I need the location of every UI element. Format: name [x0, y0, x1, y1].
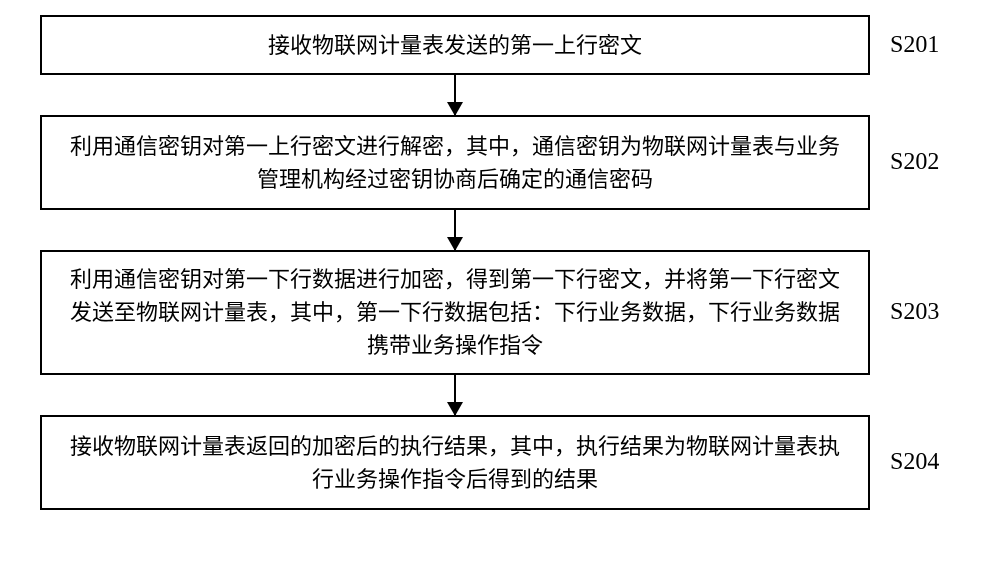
step-label-2: S202	[890, 149, 939, 176]
step-box-2: 利用通信密钥对第一上行密文进行解密，其中，通信密钥为物联网计量表与业务管理机构经…	[40, 115, 870, 210]
step-text: 接收物联网计量表返回的加密后的执行结果，其中，执行结果为物联网计量表执行业务操作…	[62, 430, 848, 496]
step-label-3: S203	[890, 299, 939, 326]
step-text: 利用通信密钥对第一下行数据进行加密，得到第一下行密文，并将第一下行密文发送至物联…	[62, 263, 848, 362]
step-box-1: 接收物联网计量表发送的第一上行密文	[40, 15, 870, 75]
step-text: 利用通信密钥对第一上行密文进行解密，其中，通信密钥为物联网计量表与业务管理机构经…	[62, 130, 848, 196]
step-box-4: 接收物联网计量表返回的加密后的执行结果，其中，执行结果为物联网计量表执行业务操作…	[40, 415, 870, 510]
step-row-4: 接收物联网计量表返回的加密后的执行结果，其中，执行结果为物联网计量表执行业务操作…	[40, 415, 960, 510]
step-row-3: 利用通信密钥对第一下行数据进行加密，得到第一下行密文，并将第一下行密文发送至物联…	[40, 250, 960, 375]
connector-2	[40, 210, 870, 250]
connector-1	[40, 75, 870, 115]
flowchart-container: 接收物联网计量表发送的第一上行密文 S201 利用通信密钥对第一上行密文进行解密…	[40, 15, 960, 510]
step-label-4: S204	[890, 449, 939, 476]
arrow-icon	[454, 210, 456, 250]
step-label-1: S201	[890, 32, 939, 59]
step-row-1: 接收物联网计量表发送的第一上行密文 S201	[40, 15, 960, 75]
step-box-3: 利用通信密钥对第一下行数据进行加密，得到第一下行密文，并将第一下行密文发送至物联…	[40, 250, 870, 375]
step-row-2: 利用通信密钥对第一上行密文进行解密，其中，通信密钥为物联网计量表与业务管理机构经…	[40, 115, 960, 210]
step-text: 接收物联网计量表发送的第一上行密文	[268, 29, 642, 62]
arrow-icon	[454, 75, 456, 115]
connector-3	[40, 375, 870, 415]
arrow-icon	[454, 375, 456, 415]
